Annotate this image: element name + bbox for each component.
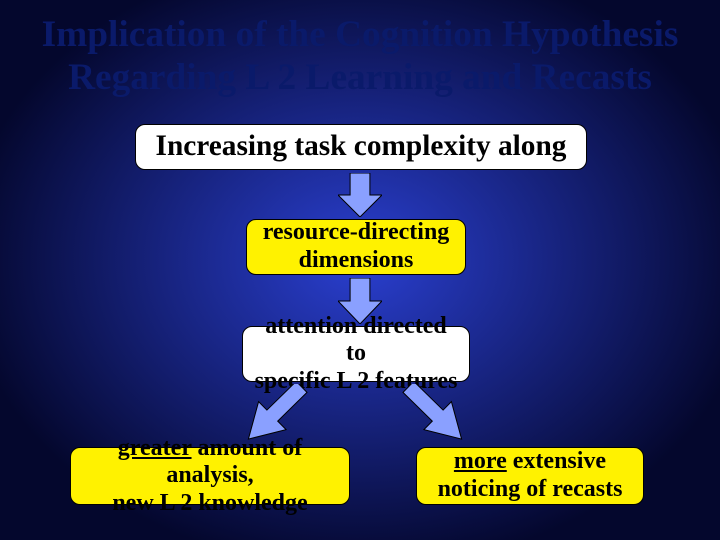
arrow-n1-to-n2	[338, 173, 382, 217]
node-label: resource-directing dimensions	[263, 219, 450, 274]
slide-title: Implication of the Cognition Hypothesis …	[0, 14, 720, 100]
node-greater-analysis: greater amount of analysis, new L 2 know…	[70, 447, 350, 505]
node-more-noticing: more extensive noticing of recasts	[416, 447, 644, 505]
node-label: greater amount of analysis, new L 2 know…	[81, 435, 339, 518]
node-label: more extensive noticing of recasts	[438, 448, 623, 503]
node-attention-directed: attention directed to specific L 2 featu…	[242, 326, 470, 382]
arrow-n3-to-n4	[240, 384, 310, 442]
title-line-2: Regarding L 2 Learning and Recasts	[68, 57, 652, 98]
node-label: attention directed to specific L 2 featu…	[253, 313, 459, 396]
title-line-1: Implication of the Cognition Hypothesis	[42, 14, 679, 55]
arrow-n3-to-n5	[400, 384, 470, 442]
node-label: Increasing task complexity along	[156, 130, 567, 164]
arrow-n2-to-n3	[338, 278, 382, 324]
node-resource-directing: resource-directing dimensions	[246, 219, 466, 275]
node-task-complexity: Increasing task complexity along	[135, 124, 587, 170]
